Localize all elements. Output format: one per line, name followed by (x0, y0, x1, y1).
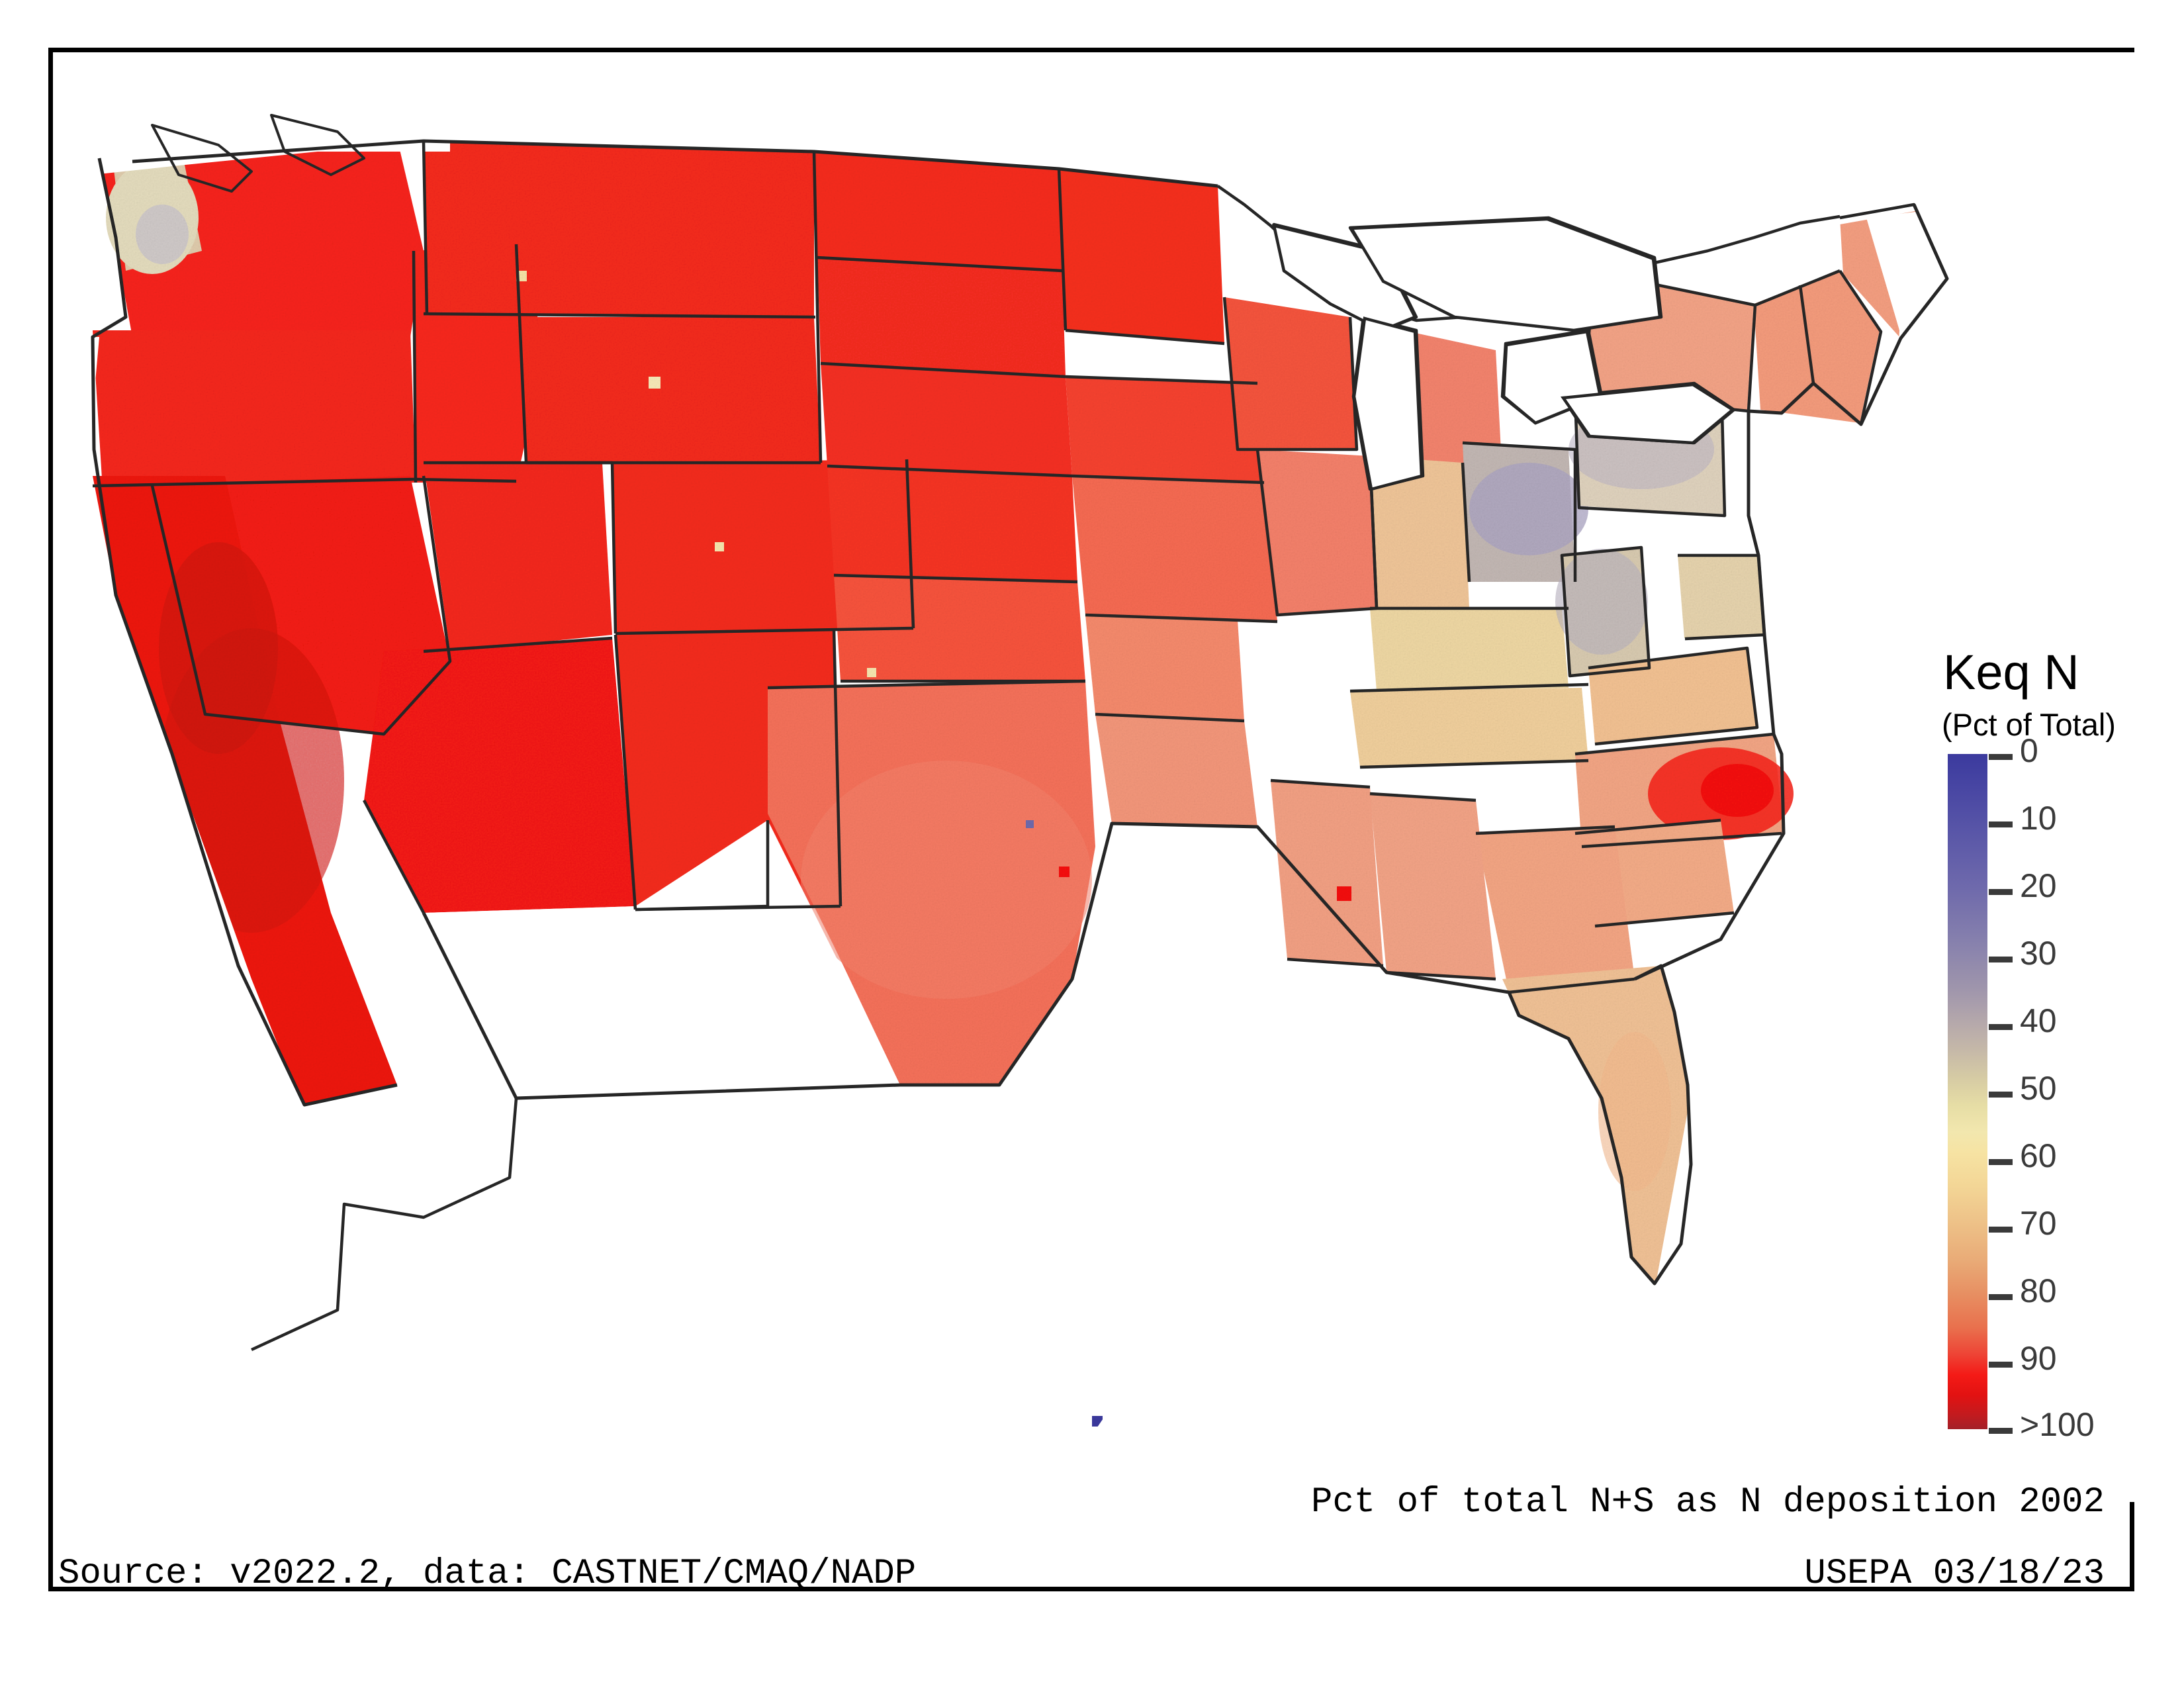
colorbar-label-60: 60 (2020, 1137, 2057, 1174)
colorbar-label-20: 20 (2020, 867, 2057, 904)
colorbar-label-30: 30 (2020, 935, 2057, 972)
colorbar-tick-10 (1989, 821, 2013, 827)
colorbar-label-50: 50 (2020, 1070, 2057, 1107)
legend-subtitle: (Pct of Total) (1942, 707, 2116, 742)
colorbar-label-40: 40 (2020, 1002, 2057, 1039)
figure-frame: Keq N (Pct of Total) 0 10 20 30 40 50 60… (48, 48, 2139, 1594)
colorbar-tick-80 (1989, 1294, 2013, 1300)
deposition-raster-layer (93, 138, 1946, 1427)
legend-title: Keq N (1943, 645, 2079, 700)
great-lakes-fill (1272, 217, 1735, 491)
colorbar-label-80: 80 (2020, 1272, 2057, 1309)
colorbar-label-70: 70 (2020, 1205, 2057, 1242)
colorbar-tick-30 (1989, 957, 2013, 962)
colorbar-tick-90 (1989, 1362, 2013, 1368)
agency-date-credit: USEPA 03/18/23 (1804, 1554, 2105, 1594)
colorbar-tick-70 (1989, 1227, 2013, 1233)
colorbar-label-over-100: >100 (2020, 1406, 2095, 1443)
colorbar-label-90: 90 (2020, 1340, 2057, 1377)
colorbar-tick-100 (1989, 1428, 2013, 1434)
colorbar-tick-40 (1989, 1024, 2013, 1030)
colorbar-tick-0 (1989, 754, 2013, 760)
colorbar-label-10: 10 (2020, 800, 2057, 837)
map-canvas (53, 52, 2139, 1502)
us-deposition-raster-map (53, 52, 2139, 1502)
colorbar-tick-60 (1989, 1159, 2013, 1165)
source-credit: Source: v2022.2, data: CASTNET/CMAQ/NADP (58, 1554, 917, 1594)
colorbar-legend: Keq N (Pct of Total) 0 10 20 30 40 50 60… (1899, 648, 2177, 1575)
colorbar-tick-50 (1989, 1092, 2013, 1098)
colorbar-tick-20 (1989, 889, 2013, 895)
colorbar-label-0: 0 (2020, 732, 2038, 769)
map-title: Pct of total N+S as N deposition 2002 (1311, 1482, 2105, 1523)
colorbar-gradient (1948, 754, 1987, 1429)
